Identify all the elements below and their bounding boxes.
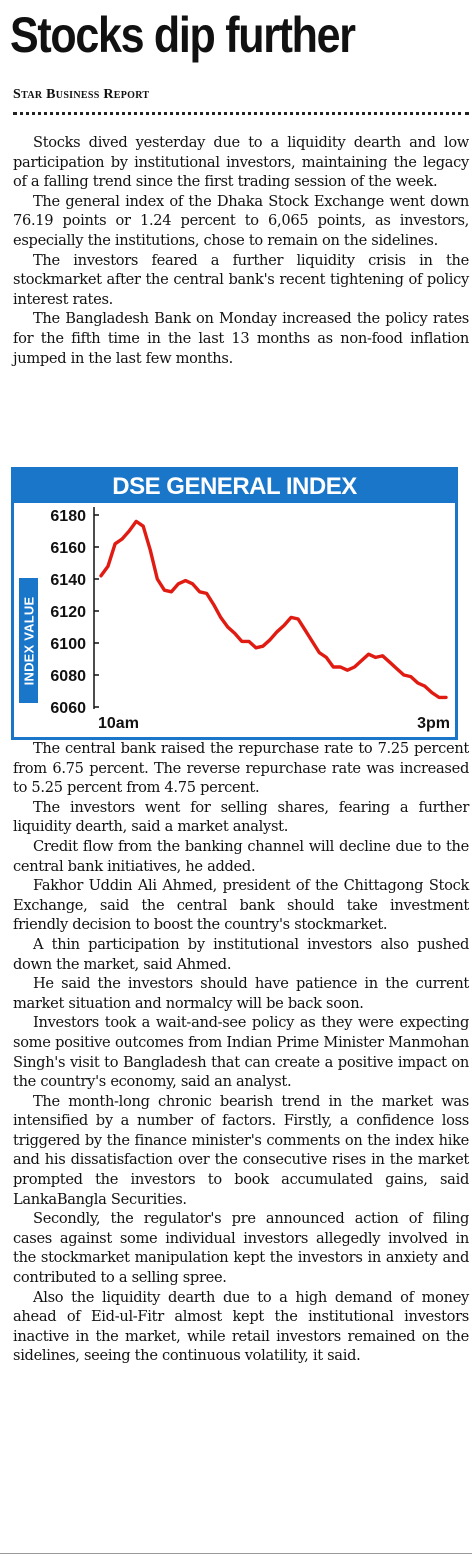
y-tick-label: 6060 [50, 700, 86, 717]
x-tick-label: 10am [98, 715, 139, 732]
y-tick-label: 6080 [50, 668, 86, 685]
paragraph: The month-long chronic bearish trend in … [13, 1092, 469, 1208]
paragraph: The general index of the Dhaka Stock Exc… [13, 192, 469, 249]
paragraph: The central bank raised the repurchase r… [13, 740, 469, 797]
bottom-rule [0, 1553, 472, 1554]
paragraph: Credit flow from the banking channel wil… [13, 837, 469, 875]
paragraph: Stocks dived yesterday due to a liquidit… [13, 134, 469, 191]
paragraph: The investors feared a further liquidity… [13, 251, 469, 308]
headline: Stocks dip further [10, 7, 356, 63]
paragraph: A thin participation by institutional in… [13, 935, 469, 973]
y-axis-label-box [19, 578, 38, 703]
y-ticks: 6060 6080 6100 6120 6140 6160 6180 [50, 508, 99, 717]
article-body-top: Stocks dived yesterday due to a liquidit… [13, 133, 469, 368]
chart-title-bar [14, 470, 455, 503]
x-ticks: 10am 3pm [98, 715, 450, 732]
paragraph: He said the investors should have patien… [13, 975, 469, 1012]
y-tick-label: 6120 [50, 604, 86, 621]
y-tick-label: 6160 [50, 540, 86, 557]
dse-index-chart: DSE GENERAL INDEX 6060 6080 6100 6120 6140 61… [11, 467, 458, 740]
y-tick-label: 6180 [50, 508, 86, 525]
y-tick-label: 6140 [50, 572, 86, 589]
byline: Star Business Report [13, 87, 150, 102]
paragraph: The Bangladesh Bank on Monday increased … [13, 310, 469, 367]
series-line [99, 519, 448, 700]
paragraph: Secondly, the regulator's pre announced … [13, 1210, 469, 1287]
paragraph: Fakhor Uddin Ali Ahmed, president of the… [13, 877, 469, 934]
paragraph: Investors took a wait-and-see policy as … [13, 1014, 469, 1091]
y-tick-label: 6100 [50, 636, 86, 653]
article-body-bottom: The central bank raised the repurchase r… [13, 739, 469, 1366]
x-tick-label: 3pm [417, 715, 450, 732]
y-axis-label: INDEX VALUE [21, 596, 36, 686]
chart-title: DSE GENERAL INDEX [112, 473, 357, 500]
chart-plot: 6060 6080 6100 6120 6140 6160 6180 10am 3pm [50, 507, 450, 732]
paragraph: The investors went for selling shares, f… [13, 798, 469, 836]
dotted-rule [13, 112, 469, 115]
paragraph: Also the liquidity dearth due to a high … [13, 1288, 469, 1365]
